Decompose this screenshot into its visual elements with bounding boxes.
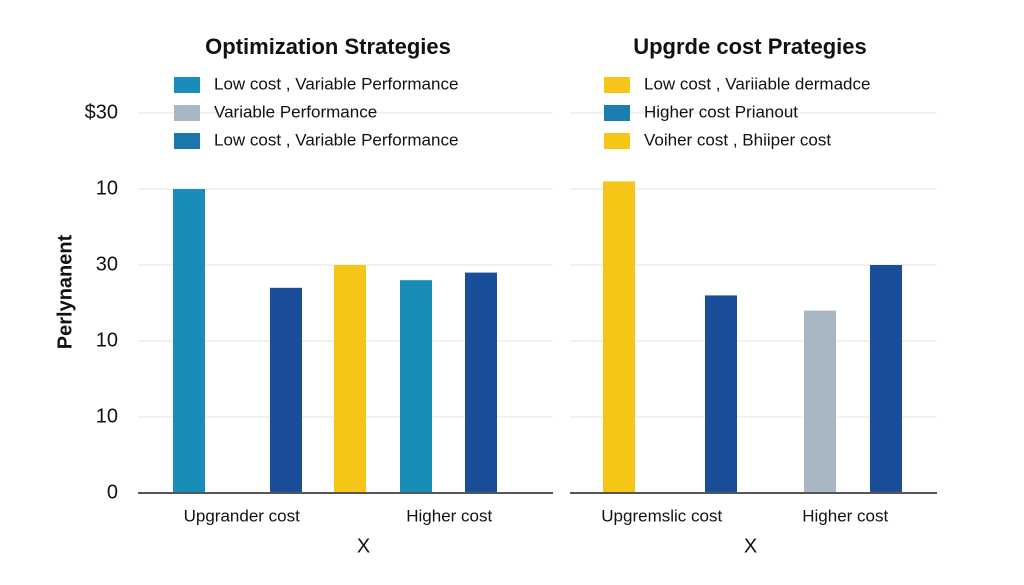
chart-title: Upgrde cost Prategies xyxy=(633,34,867,59)
legend-swatch xyxy=(174,133,200,149)
legend-swatch xyxy=(604,105,630,121)
x-axis-title: X xyxy=(744,535,757,557)
bar xyxy=(465,272,497,493)
legend-swatch xyxy=(604,77,630,93)
legend-swatch xyxy=(174,105,200,121)
y-tick-label: 10 xyxy=(96,177,118,199)
legend-label: Low cost , Variable Performance xyxy=(214,74,458,93)
bar xyxy=(870,265,902,493)
x-tick-label: Upgrander cost xyxy=(184,506,301,525)
legend-label: Variable Performance xyxy=(214,102,377,121)
legend-label: Low cost , Variable Performance xyxy=(214,130,458,149)
x-tick-label: Upgremslic cost xyxy=(601,506,722,525)
y-tick-label: 0 xyxy=(107,481,118,503)
legend-swatch xyxy=(604,133,630,149)
y-axis-title: Perlynanent xyxy=(54,234,76,349)
x-tick-label: Higher cost xyxy=(802,506,888,525)
chart-title: Optimization Strategies xyxy=(205,34,451,59)
legend-label: Voiher cost , Bhiiper cost xyxy=(644,130,831,149)
legend-label: Higher cost Prianout xyxy=(644,102,798,121)
y-tick-label: $30 xyxy=(85,101,118,123)
y-tick-label: 10 xyxy=(96,405,118,427)
bar xyxy=(804,310,836,493)
bar xyxy=(270,287,302,493)
legend-swatch xyxy=(174,77,200,93)
x-axis-title: X xyxy=(357,535,370,557)
legend-label: Low cost , Variiable dermadce xyxy=(644,74,870,93)
y-tick-label: 10 xyxy=(96,329,118,351)
bar xyxy=(334,265,366,493)
y-tick-label: 30 xyxy=(96,253,118,275)
bar xyxy=(603,181,635,493)
bar xyxy=(400,280,432,493)
bar xyxy=(173,189,205,493)
x-tick-label: Higher cost xyxy=(406,506,492,525)
bar xyxy=(705,295,737,493)
